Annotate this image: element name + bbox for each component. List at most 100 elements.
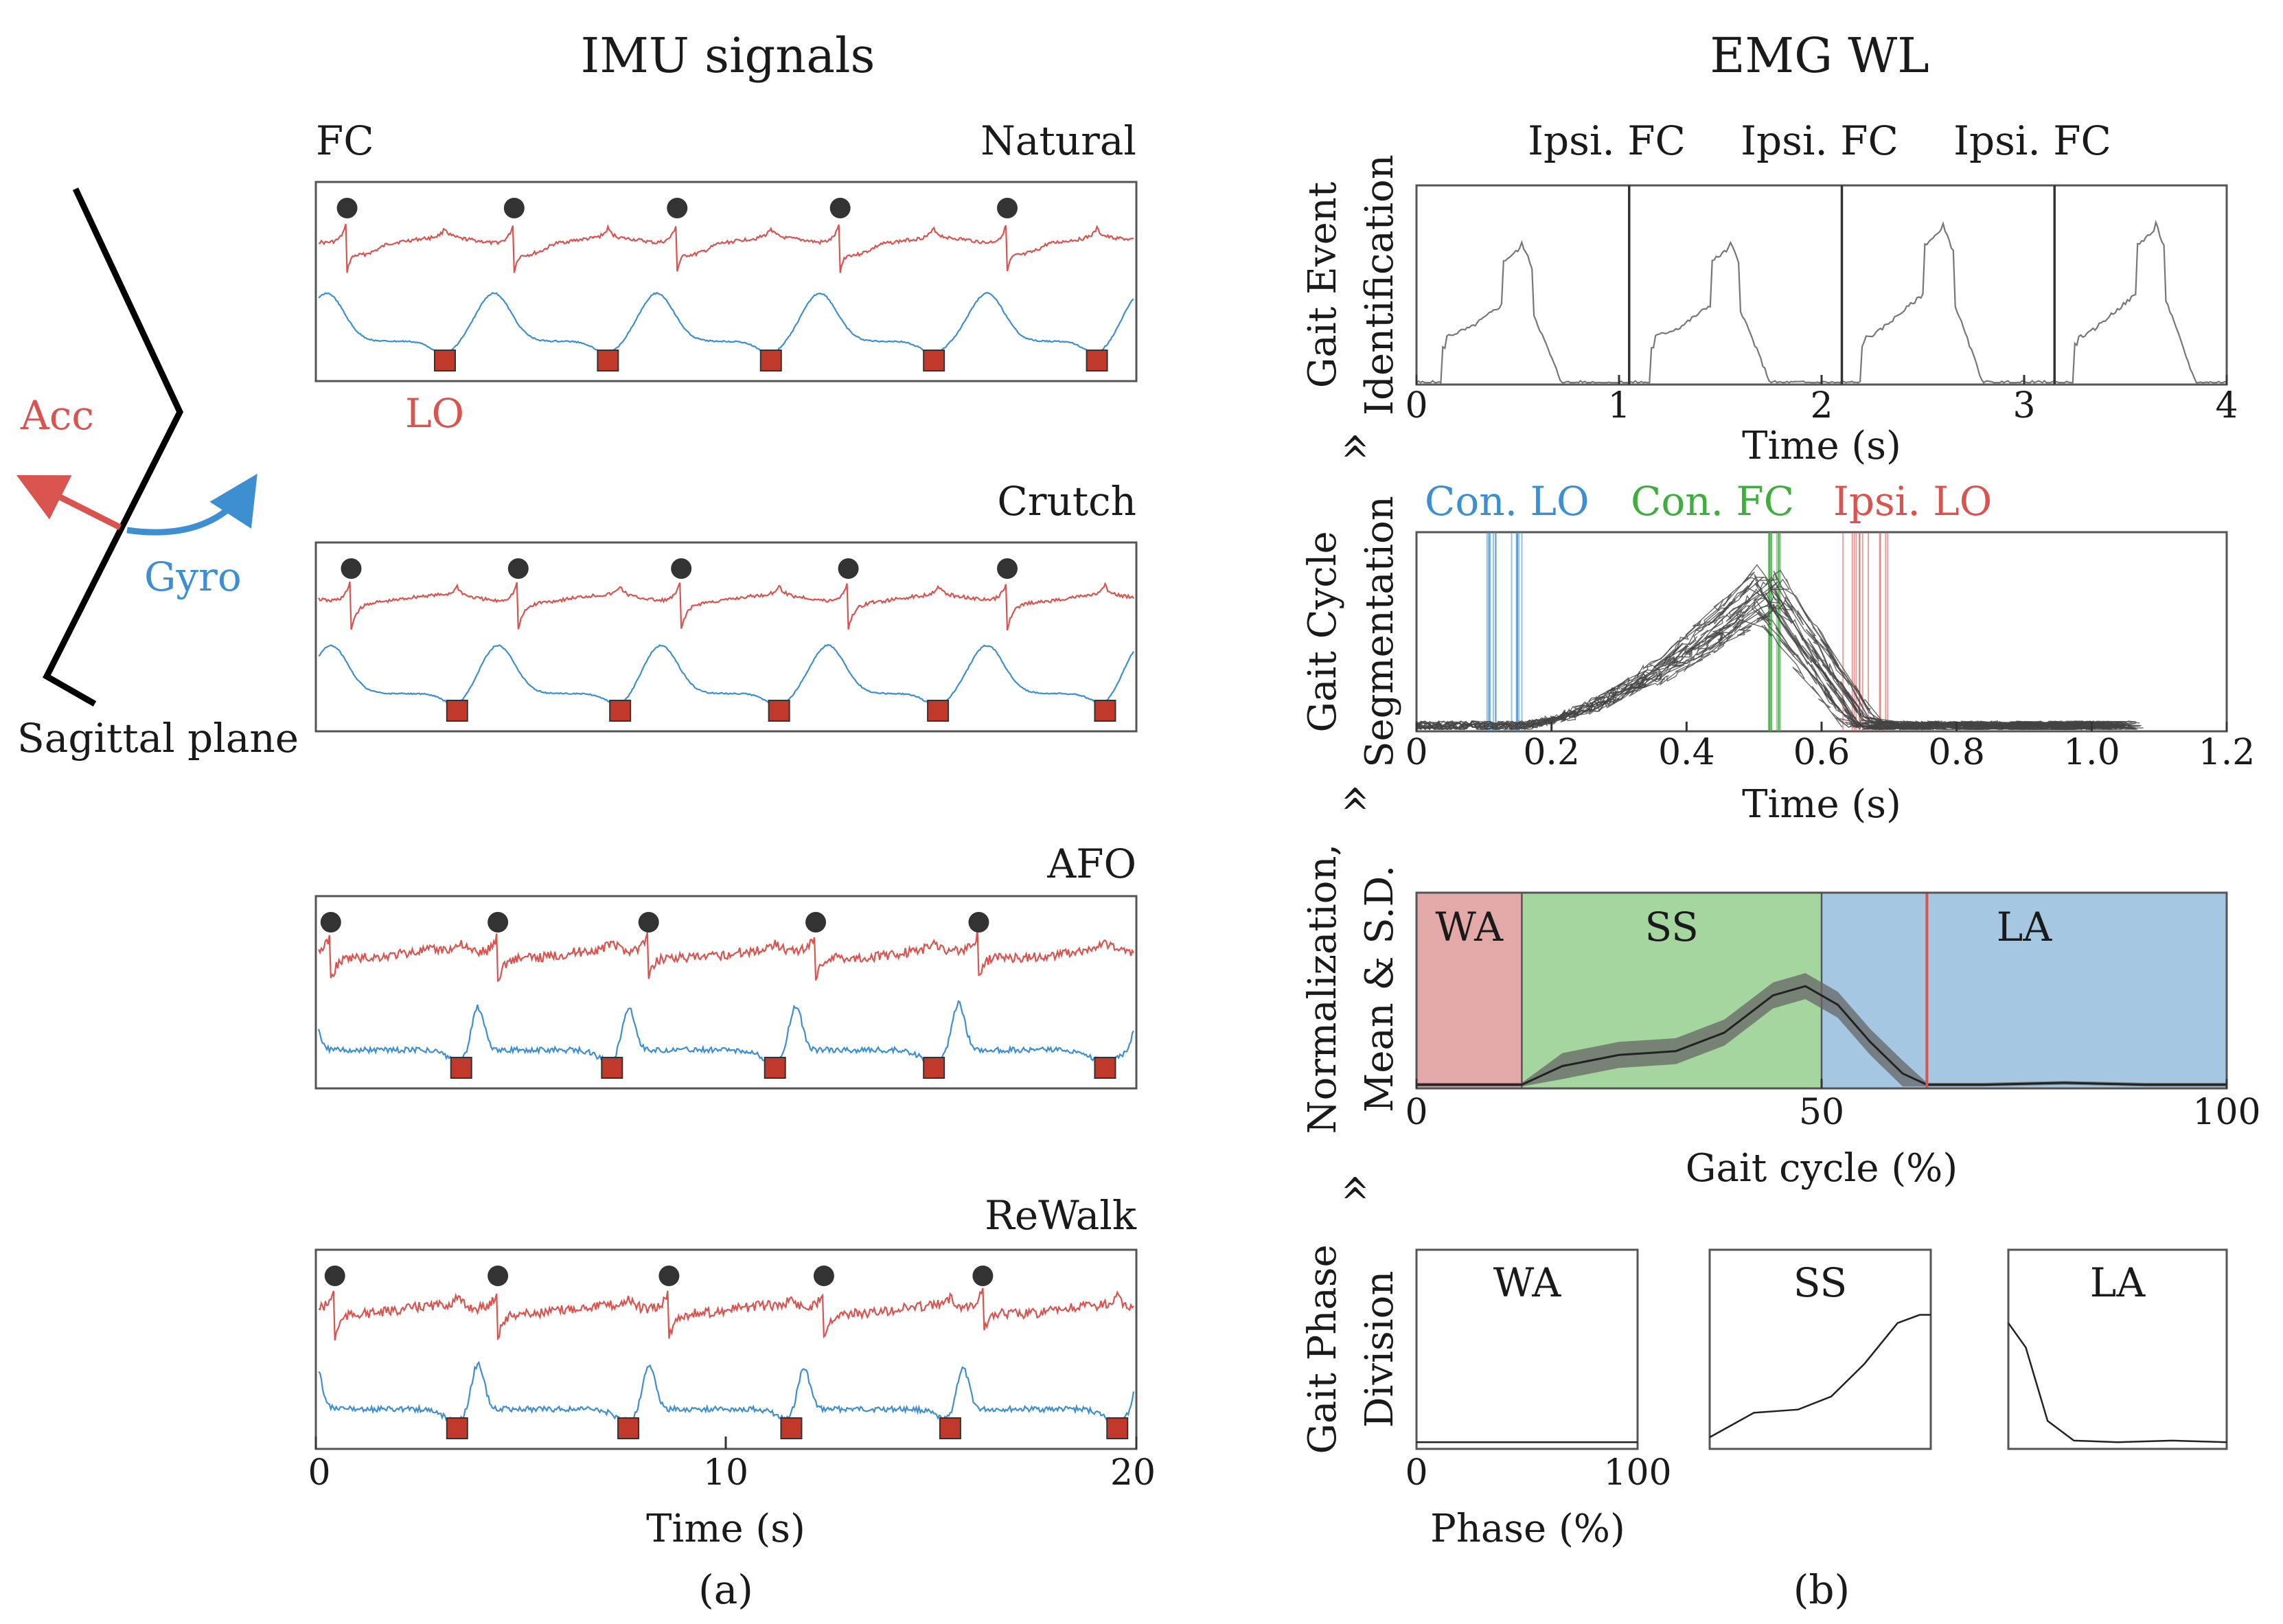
lo-marker <box>450 1057 472 1079</box>
fc-marker <box>671 558 692 579</box>
gyro-label: Gyro <box>144 553 242 600</box>
lo-marker <box>609 700 632 722</box>
step-arrow-1: « <box>1329 432 1386 461</box>
step-arrow-3: « <box>1329 1174 1386 1203</box>
step4-x-tick-0: 0 <box>1405 1452 1427 1494</box>
imu-x-tick-10: 10 <box>703 1452 748 1494</box>
step1-x-tick: 1 <box>1607 385 1630 426</box>
fc-marker <box>487 1266 509 1286</box>
lo-marker <box>768 700 790 722</box>
step3-x-tick: 100 <box>2192 1092 2260 1133</box>
lo-marker <box>939 1417 961 1439</box>
lo-label: LO <box>405 390 464 437</box>
step3-ylabel-2: Mean & S.D. <box>1357 865 1402 1112</box>
step3-normalization: Normalization, Mean & S.D. Gait cycle (%… <box>1300 844 2261 1191</box>
lo-marker <box>923 350 945 371</box>
fc-marker <box>503 198 525 218</box>
lo-marker <box>446 1417 468 1439</box>
fc-marker <box>838 558 859 579</box>
step1-ylabel-2: Identification <box>1357 155 1402 415</box>
gyro-trace-afo <box>317 1000 1134 1066</box>
legend-con-lo: Con. LO <box>1425 478 1590 525</box>
imu-x-axis: 0 10 20 Time (s) <box>308 1437 1156 1551</box>
step2-gait-cycle: Gait Cycle Segmentation Con. LO Con. FC … <box>1300 478 2255 827</box>
legend-ipsi-lo: Ipsi. LO <box>1833 478 1992 525</box>
gyro-trace-crutch <box>318 643 1134 707</box>
condition-label-crutch: Crutch <box>997 478 1136 525</box>
lo-marker <box>597 350 619 371</box>
phase-label-wa: WA <box>1435 904 1504 950</box>
fc-marker <box>487 912 509 933</box>
lo-marker <box>1094 700 1116 722</box>
ipsi-fc-annotation-3: Ipsi. FC <box>1953 117 2111 164</box>
step2-x-tick: 0.8 <box>1928 732 1985 773</box>
imu-subplot-rewalk: ReWalk <box>314 1192 1138 1450</box>
step2-ylabel-2: Segmentation <box>1357 496 1402 768</box>
phase-box-label: SS <box>1793 1259 1847 1306</box>
step2-x-tick: 1.0 <box>2063 732 2120 773</box>
step3-x-label: Gait cycle (%) <box>1686 1146 1958 1191</box>
lo-marker <box>764 1057 786 1079</box>
gyro-trace-rewalk <box>318 1360 1135 1425</box>
fc-marker <box>320 912 341 933</box>
lo-marker <box>433 350 456 371</box>
step2-x-tick: 0 <box>1405 732 1427 773</box>
phase-label-la: LA <box>1997 904 2053 950</box>
phase-box-la <box>2007 1248 2228 1450</box>
step2-x-tick: 0.4 <box>1658 732 1715 773</box>
fc-label: FC <box>316 117 374 164</box>
step2-x-tick: 1.2 <box>2199 732 2256 773</box>
step3-ylabel-1: Normalization, <box>1300 844 1345 1134</box>
step3-x-tick: 0 <box>1405 1092 1427 1133</box>
fc-marker <box>638 912 659 933</box>
fc-marker <box>805 912 827 933</box>
phase-box-wa <box>1415 1248 1639 1450</box>
step1-x-tick: 4 <box>2215 385 2238 426</box>
step1-x-tick: 3 <box>2012 385 2035 426</box>
imu-subplot-crutch: Crutch <box>314 478 1138 733</box>
lo-marker <box>780 1417 803 1439</box>
fc-marker <box>658 1266 680 1286</box>
panel-a-title: IMU signals <box>581 27 875 84</box>
lo-marker <box>1106 1417 1129 1439</box>
acc-trace-crutch <box>318 581 1134 631</box>
step2-x-tick: 0.6 <box>1793 732 1850 773</box>
imu-x-tick-0: 0 <box>308 1452 330 1494</box>
panel-b-title: EMG WL <box>1710 27 1929 84</box>
phase-label-ss: SS <box>1644 904 1698 950</box>
acc-label: Acc <box>20 392 94 439</box>
lo-marker <box>759 350 782 371</box>
step1-ylabel-1: Gait Event <box>1300 181 1345 388</box>
fc-marker <box>324 1266 345 1286</box>
mean-curve <box>1416 985 2227 1086</box>
fc-marker <box>997 558 1018 579</box>
fc-marker <box>341 558 362 579</box>
legend-con-fc: Con. FC <box>1631 478 1794 525</box>
step2-x-label: Time (s) <box>1742 782 1901 827</box>
step2-emg-cycle <box>1416 595 2133 731</box>
fc-marker <box>997 198 1018 218</box>
sagittal-plane-label: Sagittal plane <box>17 715 299 762</box>
fc-marker <box>972 1266 994 1286</box>
step3-x-tick: 50 <box>1799 1092 1844 1133</box>
lo-marker <box>1094 1057 1116 1079</box>
step4-x-tick-100: 100 <box>1603 1452 1671 1494</box>
sd-band <box>1416 973 2227 1087</box>
fc-marker <box>336 198 358 218</box>
step1-gait-event: Gait Event Identification Ipsi. FC Ipsi.… <box>1300 117 2238 468</box>
lo-marker <box>446 700 468 722</box>
step4-phase-division: Gait Phase Division 0 100 Phase (%) WA SS… <box>1300 1244 2228 1551</box>
lo-marker <box>601 1057 623 1079</box>
step1-x-tick: 2 <box>1810 385 1833 426</box>
phase-curve-ss <box>1709 1314 1931 1439</box>
step1-emg-trace <box>1416 219 2227 384</box>
step-arrow-2: « <box>1329 784 1386 814</box>
fc-marker <box>667 198 688 218</box>
panel-b-caption: (b) <box>1793 1566 1850 1613</box>
condition-label-natural: Natural <box>980 117 1136 164</box>
lo-marker <box>927 700 950 722</box>
lo-marker <box>1086 350 1108 371</box>
step2-ylabel-1: Gait Cycle <box>1300 531 1345 732</box>
step1-x-label: Time (s) <box>1742 424 1901 468</box>
phase-box-label: WA <box>1493 1259 1562 1306</box>
